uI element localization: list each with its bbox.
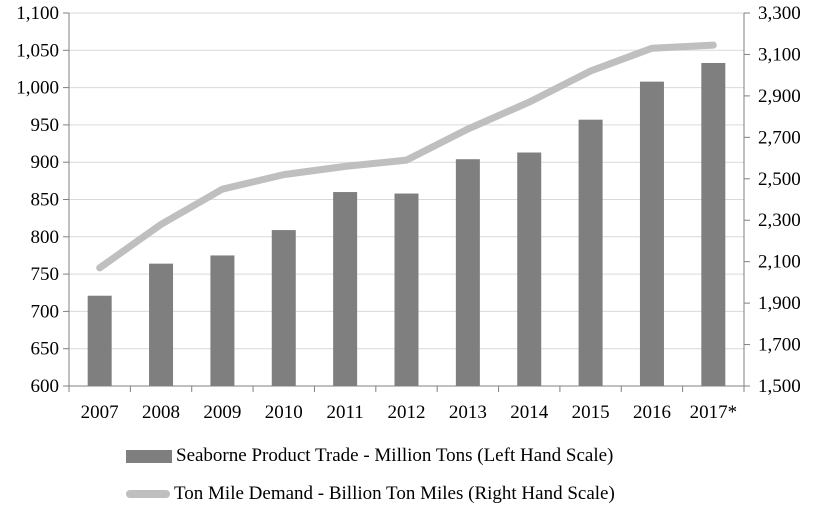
x-axis-tick-label: 2010 — [265, 402, 303, 423]
right-axis-tick-label: 1,700 — [758, 335, 801, 356]
bar-2007 — [87, 295, 112, 386]
x-axis-tick-label: 2007 — [81, 402, 119, 423]
legend-item-bars: Seaborne Product Trade - Million Tons (L… — [126, 445, 613, 467]
right-axis-labels: 1,500 1,700 1,900 2,100 2,300 2,500 2,700 2,900… — [758, 3, 801, 397]
left-axis-labels: 600 650 700 750 800 850 900 950 1,000 1,050 1,100 — [16, 3, 59, 397]
legend-line-swatch — [126, 490, 170, 498]
x-axis-tick-label: 2014 — [510, 402, 549, 423]
right-axis-tick-label: 2,500 — [758, 169, 801, 190]
x-axis-tick-label: 2015 — [572, 402, 610, 423]
chart: 6006507007508008509009501,0001,0501,100 … — [16, 3, 801, 423]
x-axis-labels: 2007 2008 2009 2010 2011 2012 2013 2014 2015 2016… — [81, 402, 737, 423]
left-axis-tick-label: 800 — [31, 227, 60, 248]
right-axis-tick-label: 3,100 — [758, 44, 801, 65]
line-point-2011 — [344, 165, 346, 167]
left-axis-tick-label: 850 — [31, 190, 60, 211]
left-axis-tick-label: 1,000 — [16, 78, 59, 99]
x-axis-tick-label: 2013 — [449, 402, 487, 423]
right-axis-tick-label: 3,300 — [758, 3, 801, 24]
x-axis-tick-label: 2012 — [388, 402, 426, 423]
line-point-2007 — [99, 267, 101, 269]
x-axis-tick-label: 2008 — [142, 402, 180, 423]
bar-2010 — [271, 230, 296, 386]
line-point-2015 — [590, 70, 592, 72]
x-axis-tick-label: 2016 — [633, 402, 671, 423]
left-axis-tick-label: 650 — [31, 339, 60, 360]
line-point-2013 — [467, 128, 469, 130]
left-axis-tick-label: 750 — [31, 264, 60, 285]
x-axis-tick-label: 2017* — [690, 402, 738, 423]
right-axis-tick-label: 1,900 — [758, 293, 801, 314]
legend-bar-swatch — [126, 449, 172, 463]
legend-item-line: Ton Mile Demand - Billion Ton Miles (Rig… — [126, 483, 615, 505]
axes — [63, 12, 750, 392]
legend-line-label: Ton Mile Demand - Billion Ton Miles (Rig… — [174, 483, 615, 504]
left-axis-tick-label: 1,050 — [16, 40, 59, 61]
bar-2016 — [639, 81, 664, 386]
right-axis-tick-label: 1,500 — [758, 376, 801, 397]
bar-2008 — [149, 263, 174, 386]
right-axis-tick-label: 2,100 — [758, 252, 801, 273]
bar-2011 — [333, 192, 358, 386]
bar-2015 — [578, 119, 603, 386]
line-point-2016 — [651, 47, 653, 49]
x-axis-tick-label: 2011 — [326, 402, 363, 423]
line-point-2017* — [712, 44, 714, 46]
line-series — [96, 41, 717, 272]
line-point-2009 — [221, 188, 223, 190]
bar-2009 — [210, 255, 235, 386]
bar-2017* — [701, 62, 726, 387]
right-axis-tick-label: 2,300 — [758, 210, 801, 231]
right-axis-tick-label: 2,900 — [758, 86, 801, 107]
line-point-2010 — [283, 174, 285, 176]
legend-bar-label: Seaborne Product Trade - Million Tons (L… — [176, 445, 614, 466]
left-axis-tick-label: 950 — [31, 115, 60, 136]
bar-2012 — [394, 193, 419, 386]
line-point-2008 — [160, 223, 162, 225]
bar-series — [87, 62, 726, 387]
line-point-2014 — [528, 101, 530, 103]
bar-2013 — [455, 159, 480, 386]
left-axis-tick-label: 900 — [31, 152, 60, 173]
x-axis-tick-label: 2009 — [203, 402, 241, 423]
left-axis-tick-label: 1,100 — [16, 3, 59, 24]
line-point-2012 — [406, 159, 407, 161]
left-axis-tick-label: 600 — [31, 376, 60, 397]
right-axis-tick-label: 2,700 — [758, 127, 801, 148]
left-axis-tick-label: 700 — [31, 301, 60, 322]
bar-2014 — [517, 152, 542, 386]
